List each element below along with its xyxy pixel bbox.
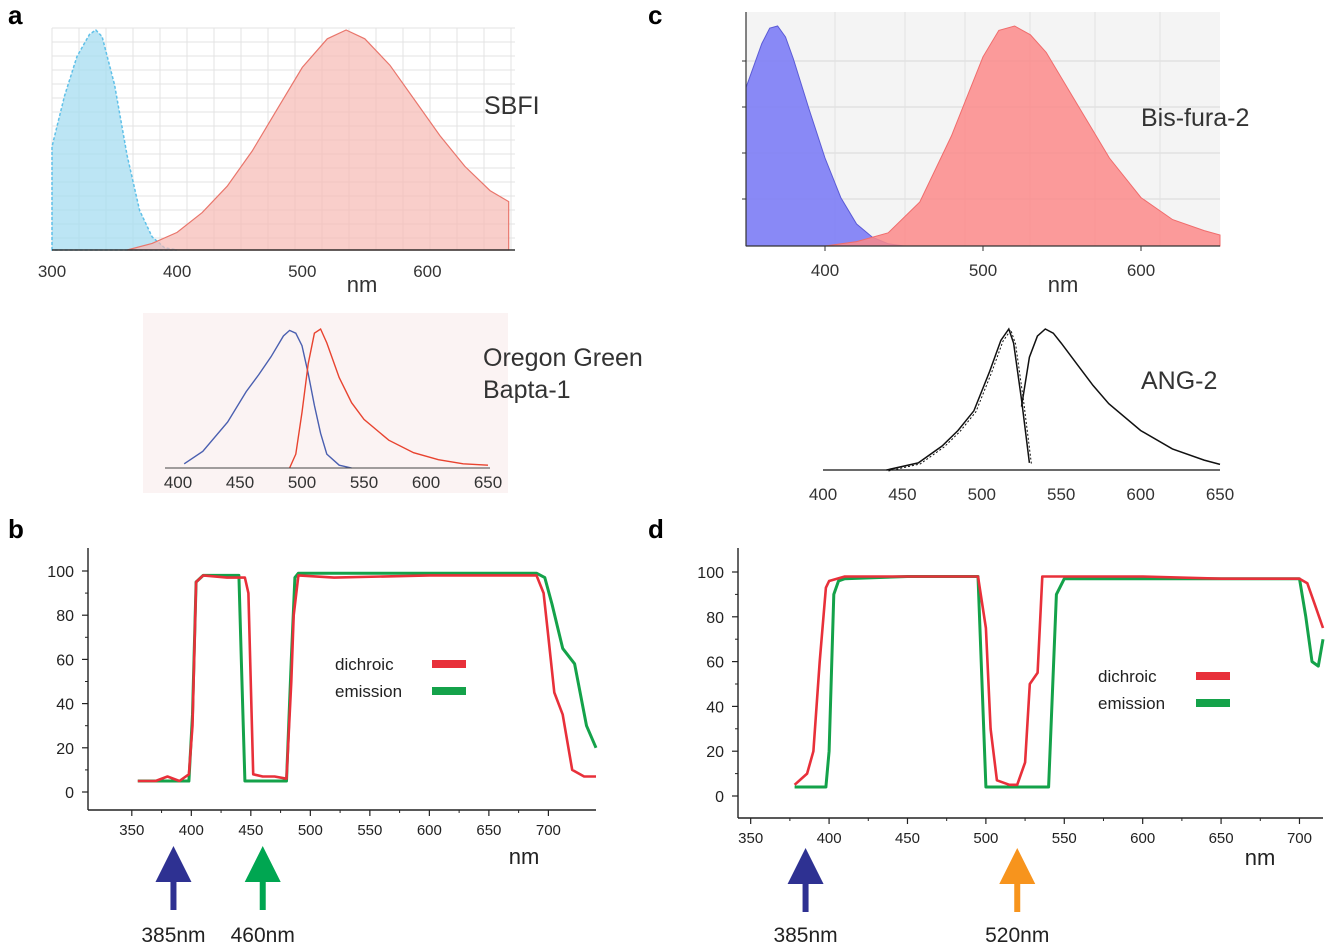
- legend-swatch-dichroic: [432, 660, 466, 668]
- x-tick-label: 500: [288, 262, 316, 281]
- y-tick-label: 0: [65, 785, 74, 802]
- x-tick-label: 650: [476, 822, 501, 839]
- chart-filter-d: 0 20 40 60 80 100 350 400 450 500 550 600 650 700 nm di…: [697, 548, 1325, 946]
- ang2-excitation-line: [886, 327, 1031, 471]
- x-tick-label: 450: [226, 473, 254, 492]
- y-tick-label: 40: [56, 697, 74, 714]
- x-tick-label: 550: [1047, 485, 1075, 504]
- dye-label-line1: Oregon Green: [483, 344, 643, 372]
- x-tick-label: 500: [968, 485, 996, 504]
- x-tick-label: 600: [413, 262, 441, 281]
- legend-swatch-dichroic: [1196, 672, 1230, 680]
- x-tick-label: 500: [288, 473, 316, 492]
- x-tick-label: 400: [809, 485, 837, 504]
- wavelength-arrow-head: [999, 848, 1036, 884]
- wavelength-arrow-label: 385nm: [141, 924, 205, 946]
- x-tick-label: 500: [969, 261, 997, 280]
- chart-bis-fura-2: 400 500 600 nm Bis-fura-2: [742, 12, 1249, 297]
- plot-background: [143, 313, 508, 493]
- x-tick-label: 700: [1287, 830, 1312, 847]
- x-tick-label: 600: [1130, 830, 1155, 847]
- dye-label-line2: Bapta-1: [483, 376, 571, 404]
- x-tick-label: 450: [895, 830, 920, 847]
- y-tick-label: 80: [706, 610, 724, 627]
- dichroic-line: [137, 574, 596, 783]
- x-tick-label: 400: [811, 261, 839, 280]
- chart-oregon-green: 400 450 500 550 600 650 Oregon Green Bapta-1: [143, 313, 643, 493]
- x-tick-label: 400: [163, 262, 191, 281]
- emission-line: [137, 571, 598, 783]
- legend-label-dichroic: dichroic: [335, 655, 394, 674]
- x-tick-label: 400: [179, 822, 204, 839]
- legend-label-emission: emission: [1098, 694, 1165, 713]
- y-tick-label: 20: [56, 741, 74, 758]
- wavelength-arrow-head: [244, 846, 281, 882]
- x-tick-label: 350: [119, 822, 144, 839]
- wavelength-arrow-head: [787, 848, 824, 884]
- legend-label-dichroic: dichroic: [1098, 667, 1157, 686]
- y-tick-label: 60: [56, 652, 74, 669]
- y-tick-label: 100: [47, 564, 74, 581]
- panel-letter-b: b: [8, 514, 24, 544]
- panel-letter-a: a: [8, 0, 23, 30]
- x-tick-label: 450: [888, 485, 916, 504]
- wavelength-arrow-label: 460nm: [231, 924, 295, 946]
- x-tick-label: 650: [1209, 830, 1234, 847]
- emission-line: [794, 575, 1325, 789]
- og-emission-line: [288, 327, 489, 469]
- y-tick-label: 60: [706, 655, 724, 672]
- y-tick-label: 80: [56, 608, 74, 625]
- x-tick-label: 500: [298, 822, 323, 839]
- x-tick-label: 650: [1206, 485, 1234, 504]
- x-tick-label: 550: [1052, 830, 1077, 847]
- chart-filter-b: 0 20 40 60 80 100 350 400 450 500 550 600 650 700 nm di…: [47, 548, 598, 946]
- dye-label-sbfi: SBFI: [484, 92, 540, 120]
- x-axis-label: nm: [347, 272, 378, 297]
- chart-ang-2: 400 450 500 550 600 650 ANG-2: [809, 327, 1234, 504]
- x-tick-label: 700: [536, 822, 561, 839]
- wavelength-arrow-head: [155, 846, 192, 882]
- dichroic-line: [793, 575, 1325, 787]
- x-tick-label: 300: [38, 262, 66, 281]
- panel-letter-c: c: [648, 0, 662, 30]
- x-tick-label: 550: [350, 473, 378, 492]
- x-tick-label: 650: [474, 473, 502, 492]
- x-tick-label: 350: [738, 830, 763, 847]
- bis-emission-area: [824, 25, 1221, 247]
- dye-label-ang2: ANG-2: [1141, 367, 1217, 395]
- wavelength-arrow-label: 385nm: [773, 924, 837, 946]
- x-axis-label: nm: [1048, 272, 1079, 297]
- x-tick-label: 600: [412, 473, 440, 492]
- wavelength-arrow-shaft: [802, 882, 809, 912]
- x-tick-label: 550: [357, 822, 382, 839]
- wavelength-arrow-shaft: [170, 880, 177, 910]
- legend-swatch-emission: [432, 687, 466, 695]
- wavelength-arrow-shaft: [259, 880, 266, 910]
- ang2-emission-line: [1020, 328, 1221, 466]
- sbfi-emission-area: [126, 29, 510, 251]
- y-tick-label: 20: [706, 744, 724, 761]
- y-tick-label: 0: [715, 789, 724, 806]
- x-tick-label: 500: [973, 830, 998, 847]
- x-tick-label: 400: [817, 830, 842, 847]
- legend-label-emission: emission: [335, 682, 402, 701]
- x-axis-label: nm: [509, 844, 540, 869]
- panel-letter-d: d: [648, 514, 664, 544]
- wavelength-arrow-label: 520nm: [985, 924, 1049, 946]
- chart-sbfi: 300 400 500 600 nm SBFI: [38, 27, 540, 297]
- og-excitation-line: [183, 329, 352, 469]
- wavelength-arrow-shaft: [1014, 882, 1021, 912]
- legend-swatch-emission: [1196, 699, 1230, 707]
- y-tick-label: 40: [706, 699, 724, 716]
- x-tick-label: 600: [1126, 485, 1154, 504]
- dye-label-bis-fura: Bis-fura-2: [1141, 104, 1249, 132]
- x-tick-label: 600: [1127, 261, 1155, 280]
- x-tick-label: 450: [238, 822, 263, 839]
- x-tick-label: 400: [164, 473, 192, 492]
- y-tick-label: 100: [697, 565, 724, 582]
- x-axis-label: nm: [1245, 845, 1276, 870]
- x-tick-label: 600: [417, 822, 442, 839]
- ang2-excitation-dotted: [888, 328, 1032, 472]
